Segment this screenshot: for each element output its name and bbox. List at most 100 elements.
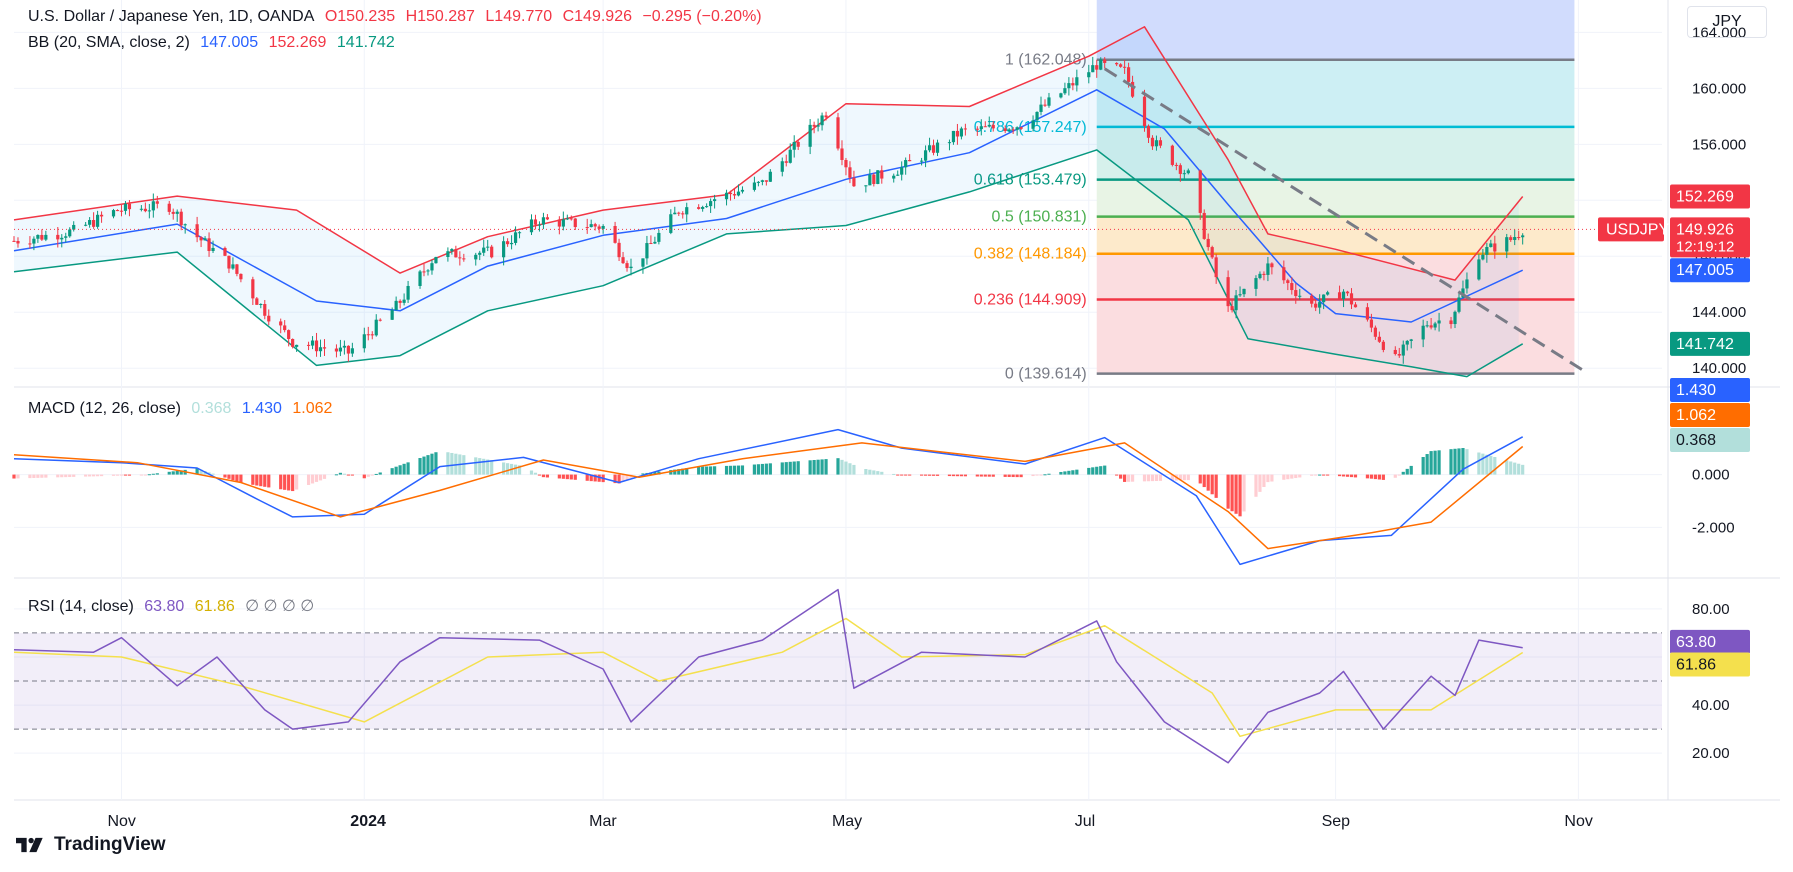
- candle-body: [876, 170, 880, 184]
- candle-body: [60, 237, 64, 240]
- candle: [486, 239, 490, 252]
- candle-body: [649, 243, 653, 245]
- candle-body: [983, 126, 987, 128]
- macd-histogram-bar: [175, 470, 179, 475]
- candle: [649, 235, 653, 245]
- candle: [541, 212, 546, 230]
- fib-level-label: 0.786 (157.247): [974, 119, 1087, 136]
- candle-body: [1059, 93, 1063, 98]
- candle-body: [155, 201, 159, 204]
- macd-histogram-bar: [1146, 474, 1151, 482]
- macd-histogram-bar: [1425, 454, 1429, 475]
- macd-histogram-bar: [569, 474, 573, 480]
- candle: [1369, 313, 1374, 333]
- macd-histogram-bar: [732, 465, 737, 475]
- candle: [784, 154, 788, 167]
- tradingview-branding[interactable]: TradingView: [16, 834, 166, 856]
- candle-body: [1198, 170, 1202, 213]
- macd-histogram-bar: [12, 474, 16, 479]
- candle: [736, 184, 741, 197]
- macd-histogram-bar: [991, 474, 995, 477]
- macd-histogram-bar: [1182, 474, 1186, 481]
- macd-histogram-bar: [760, 463, 764, 475]
- macd-histogram-bar: [904, 474, 908, 476]
- candle-body: [872, 174, 876, 184]
- macd-histogram-bar: [36, 474, 40, 478]
- macd-histogram-bar: [450, 452, 454, 475]
- candle-body: [378, 319, 382, 321]
- candle-body: [589, 224, 593, 228]
- macd-line-label-text: 1.430: [1676, 382, 1716, 399]
- candle-body: [836, 117, 840, 149]
- candle-body: [705, 206, 709, 208]
- candle: [1214, 253, 1218, 284]
- candle-body: [72, 224, 76, 230]
- candle: [852, 170, 856, 188]
- macd-histogram-bar: [1397, 474, 1401, 476]
- bb-legend[interactable]: BB (20, SMA, close, 2) 147.005 152.269 1…: [28, 34, 401, 52]
- candle: [1182, 169, 1186, 180]
- candle: [1003, 125, 1007, 134]
- candle-body: [1429, 325, 1433, 328]
- candle: [569, 215, 573, 221]
- candle-body: [139, 208, 143, 210]
- macd-histogram-bar: [1206, 474, 1210, 491]
- candle-body: [1341, 291, 1346, 300]
- candle-body: [1485, 246, 1489, 255]
- macd-histogram-bar: [370, 474, 374, 476]
- fib-zone: [1096, 299, 1575, 374]
- bb-lower-label-box: [1670, 331, 1750, 356]
- macd-histogram-bar: [1461, 448, 1465, 475]
- candle: [143, 202, 147, 213]
- macd-histogram-bar: [1043, 474, 1047, 476]
- macd-histogram-bar: [919, 474, 924, 476]
- rsi-legend[interactable]: RSI (14, close) 63.80 61.86 ∅ ∅ ∅ ∅: [28, 596, 320, 616]
- candle-body: [1437, 320, 1441, 324]
- candle-body: [919, 160, 924, 162]
- candle: [1115, 62, 1119, 67]
- macd-histogram-bar: [394, 466, 398, 475]
- candle: [239, 273, 243, 283]
- rsi-ma-label-text: 61.86: [1676, 656, 1716, 673]
- macd-histogram-bar: [908, 474, 912, 476]
- macd-histogram-bar: [712, 466, 717, 475]
- macd-histogram-bar: [947, 474, 952, 477]
- candle: [1103, 57, 1107, 69]
- macd-histogram-bar: [565, 474, 569, 480]
- candle: [1186, 168, 1190, 175]
- candle: [1262, 271, 1266, 281]
- candle-body: [1007, 129, 1011, 132]
- candle-body: [406, 285, 410, 300]
- macd-histogram-bar: [1226, 474, 1230, 509]
- candle: [195, 216, 199, 243]
- candle: [557, 216, 561, 235]
- macd-histogram-bar: [685, 468, 689, 475]
- macd-histogram-bar: [1262, 474, 1266, 487]
- macd-histogram-bar: [820, 459, 824, 475]
- macd-histogram-bar: [935, 474, 940, 476]
- macd-histogram-bar: [573, 474, 577, 480]
- candle-body: [908, 160, 912, 162]
- candle: [701, 205, 705, 212]
- time-tick-label: Nov: [1564, 813, 1592, 830]
- ohlc-close: C149.926: [562, 8, 632, 25]
- candle: [820, 112, 824, 131]
- currency-button[interactable]: JPY: [1687, 6, 1767, 38]
- macd-histogram-bar: [462, 455, 466, 475]
- candle: [259, 303, 263, 309]
- candle: [171, 208, 175, 220]
- candle-body: [179, 211, 183, 226]
- candle: [816, 118, 820, 132]
- bb-upper-label-text: 152.269: [1676, 189, 1734, 206]
- candle-body: [207, 238, 211, 252]
- macd-histogram-bar: [792, 461, 796, 475]
- macd-legend[interactable]: MACD (12, 26, close) 0.368 1.430 1.062: [28, 400, 338, 418]
- candle: [370, 331, 374, 340]
- bb-upper-value: 152.269: [268, 34, 327, 51]
- macd-histogram-bar: [768, 463, 772, 475]
- candle: [295, 344, 299, 352]
- candle: [422, 263, 426, 277]
- candle-body: [557, 219, 561, 227]
- candle-body: [36, 234, 40, 239]
